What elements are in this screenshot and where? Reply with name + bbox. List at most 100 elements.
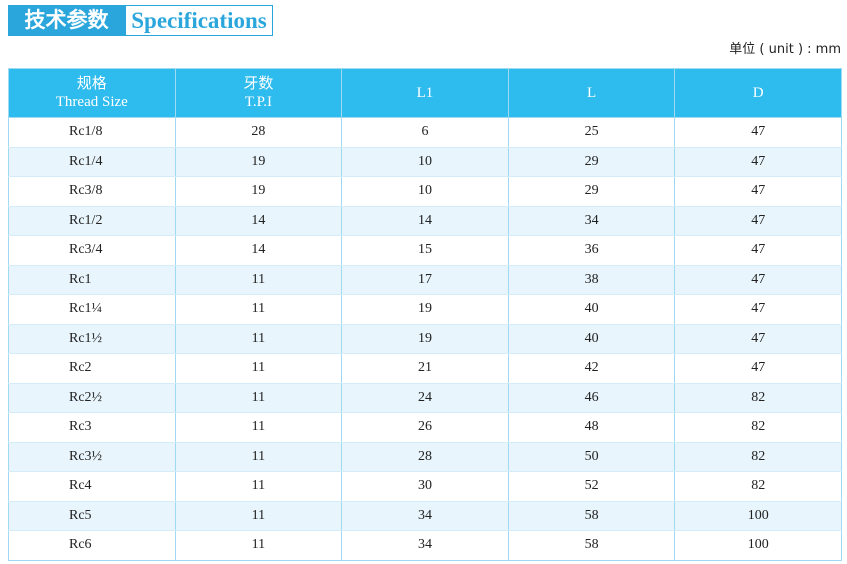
header-line: T.P.I (244, 94, 272, 110)
table-cell: 47 (674, 265, 842, 295)
table-row: Rc1¼ 11 19 40 47 (8, 294, 842, 325)
header-row: 规格 Thread Size 牙数 T.P.I L1 L D (8, 68, 842, 118)
table-row: Rc3/4 14 15 36 47 (8, 235, 842, 266)
table-cell: 10 (341, 176, 509, 207)
table-row: Rc1/2 14 14 34 47 (8, 206, 842, 236)
table-cell: 11 (174, 442, 343, 472)
table-cell: Rc1¼ (8, 294, 176, 325)
table-cell: Rc1½ (8, 324, 176, 354)
table-cell: Rc4 (8, 471, 176, 502)
table-cell: 82 (674, 442, 842, 472)
column-header: 牙数 T.P.I (174, 68, 343, 118)
table-cell: Rc2 (8, 353, 176, 384)
table-cell: Rc1/8 (8, 117, 176, 148)
table-cell: 19 (341, 324, 509, 354)
table-cell: 11 (174, 501, 343, 531)
header-line: Thread Size (55, 94, 128, 110)
table-row: Rc3/8 19 10 29 47 (8, 176, 842, 207)
table-cell: Rc3 (8, 412, 176, 443)
table-cell: 14 (174, 235, 343, 266)
table-cell: 15 (341, 235, 509, 266)
table-cell: Rc3/8 (8, 176, 176, 207)
table-cell: 48 (507, 412, 676, 443)
table-cell: Rc1/4 (8, 147, 176, 177)
header-line: 牙数 (243, 76, 274, 92)
table-body: Rc1/8 28 6 25 47 Rc1/4 19 10 29 47 Rc3/8 19 10 29 47 Rc… (8, 117, 842, 561)
table-cell: 19 (174, 176, 343, 207)
table-cell: 58 (507, 501, 676, 531)
table-cell: Rc6 (8, 530, 176, 561)
table-row: Rc5 11 34 58 100 (8, 501, 842, 531)
table-cell: 40 (507, 324, 676, 354)
title-cn: 技术参数 (8, 5, 125, 36)
table-cell: 11 (174, 412, 343, 443)
table-row: Rc3½ 11 28 50 82 (8, 442, 842, 472)
table-row: Rc1/4 19 10 29 47 (8, 147, 842, 177)
table-cell: 11 (174, 383, 343, 413)
table-row: Rc3 11 26 48 82 (8, 412, 842, 443)
table-cell: 36 (507, 235, 676, 266)
table-cell: 29 (507, 147, 676, 177)
table-cell: 47 (674, 117, 842, 148)
column-header: D (674, 68, 842, 118)
table-cell: Rc3½ (8, 442, 176, 472)
table-cell: 47 (674, 294, 842, 325)
table-cell: 38 (507, 265, 676, 295)
unit-note: 单位 ( unit ) : mm (729, 42, 841, 57)
table-cell: 47 (674, 353, 842, 384)
table-cell: 11 (174, 353, 343, 384)
table-cell: 82 (674, 412, 842, 443)
table-cell: 50 (507, 442, 676, 472)
table-cell: 47 (674, 324, 842, 354)
title-en: Specifications (125, 5, 273, 36)
column-header: L1 (341, 68, 509, 118)
table-cell: 40 (507, 294, 676, 325)
table-row: Rc2 11 21 42 47 (8, 353, 842, 384)
column-header: L (507, 68, 676, 118)
table-row: Rc2½ 11 24 46 82 (8, 383, 842, 413)
table-cell: 14 (341, 206, 509, 236)
table-row: Rc6 11 34 58 100 (8, 530, 842, 561)
table-cell: 100 (674, 501, 842, 531)
table-cell: Rc1 (8, 265, 176, 295)
table-cell: 47 (674, 206, 842, 236)
table-cell: Rc1/2 (8, 206, 176, 236)
table-cell: 28 (174, 117, 343, 148)
table-row: Rc1½ 11 19 40 47 (8, 324, 842, 354)
table-cell: 6 (341, 117, 509, 148)
table-cell: 82 (674, 471, 842, 502)
header-line: 规格 (76, 76, 107, 92)
table-cell: 52 (507, 471, 676, 502)
table-cell: 14 (174, 206, 343, 236)
table-cell: 19 (174, 147, 343, 177)
table-cell: Rc2½ (8, 383, 176, 413)
table-cell: 25 (507, 117, 676, 148)
table-cell: 19 (341, 294, 509, 325)
table-cell: 24 (341, 383, 509, 413)
table-cell: 11 (174, 265, 343, 295)
table-cell: 34 (341, 530, 509, 561)
table-cell: 11 (174, 530, 343, 561)
table-cell: 26 (341, 412, 509, 443)
table-cell: 11 (174, 324, 343, 354)
table-cell: 10 (341, 147, 509, 177)
table-cell: 21 (341, 353, 509, 384)
table-cell: 47 (674, 176, 842, 207)
table-cell: 28 (341, 442, 509, 472)
table-cell: 46 (507, 383, 676, 413)
table-row: Rc1 11 17 38 47 (8, 265, 842, 295)
column-header: 规格 Thread Size (8, 68, 176, 118)
table-cell: 34 (341, 501, 509, 531)
header-line: D (752, 85, 764, 101)
table-cell: 82 (674, 383, 842, 413)
table-cell: 11 (174, 294, 343, 325)
table-cell: 58 (507, 530, 676, 561)
table-cell: 47 (674, 235, 842, 266)
table-head: 规格 Thread Size 牙数 T.P.I L1 L D (8, 68, 842, 118)
spec-table: 规格 Thread Size 牙数 T.P.I L1 L D Rc1/8 28 6 25 47 Rc1… (8, 68, 842, 561)
table-cell: 30 (341, 471, 509, 502)
table-cell: 42 (507, 353, 676, 384)
table-cell: 100 (674, 530, 842, 561)
table-cell: 11 (174, 471, 343, 502)
